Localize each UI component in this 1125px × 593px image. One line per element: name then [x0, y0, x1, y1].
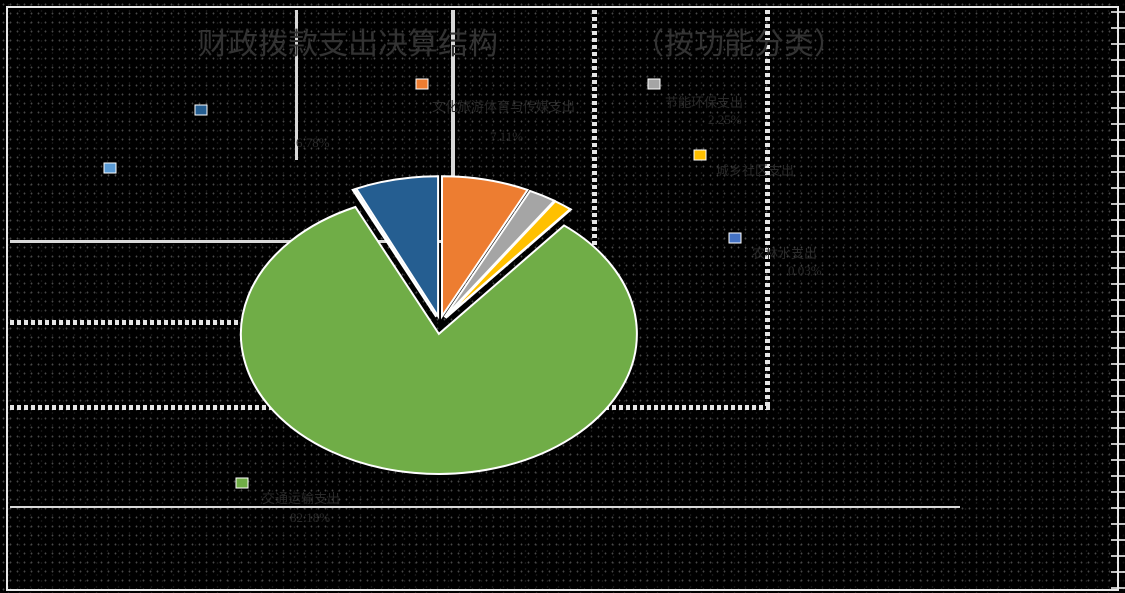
legend-label-energy: 节能环保支出 — [665, 95, 743, 110]
legend-label-urban: 城乡社区支出 — [716, 163, 794, 178]
legend-label-transport: 交通运输支出 — [262, 491, 340, 506]
chart-title: 财政拨款支出决算结构 （按功能分类） — [198, 28, 844, 61]
pie-slice-1 — [443, 189, 556, 318]
pie-slice-4 — [239, 205, 638, 475]
legend-label-culture: 文化旅游体育与传媒支出 — [432, 99, 575, 114]
frame-line — [451, 10, 455, 242]
legend-swatch-energy — [647, 78, 661, 90]
pie-slice-3 — [445, 208, 573, 319]
pie-slice-0 — [440, 175, 530, 320]
plot-border — [6, 6, 1119, 591]
legend-swatch-other-dark — [194, 104, 208, 116]
chart-title-suffix: （按功能分类） — [634, 28, 844, 61]
chart-title-main: 财政拨款支出决算结构 — [198, 28, 498, 61]
chart-legend: 文化旅游体育与传媒支出 7.11% 节能环保支出 2.25% 城乡社区支出 农林… — [103, 78, 822, 525]
legend-swatch-urban — [693, 149, 707, 161]
frame-line — [295, 10, 298, 160]
legend-value-other-dark: 6.78% — [296, 135, 330, 150]
pie-slice-5 — [351, 188, 438, 318]
legend-swatch-transport — [235, 477, 249, 489]
legend-value-energy: 2.25% — [708, 112, 742, 127]
legend-swatch-agri — [728, 232, 742, 244]
pie-slice-6 — [354, 175, 440, 320]
legend-value-culture: 7.11% — [490, 129, 523, 144]
legend-value-agri: 0.03% — [788, 263, 822, 278]
frame-line — [10, 506, 960, 508]
frame-dash — [765, 10, 770, 410]
frame-dash — [592, 10, 597, 320]
legend-swatch-other-light — [103, 162, 117, 174]
legend-value-transport: 82.18% — [290, 510, 330, 525]
frame-line — [10, 240, 453, 243]
legend-swatch-culture — [415, 78, 429, 90]
pie-slices — [239, 175, 638, 475]
legend-label-agri: 农林水支出 — [752, 246, 817, 261]
frame-dash — [10, 320, 250, 325]
